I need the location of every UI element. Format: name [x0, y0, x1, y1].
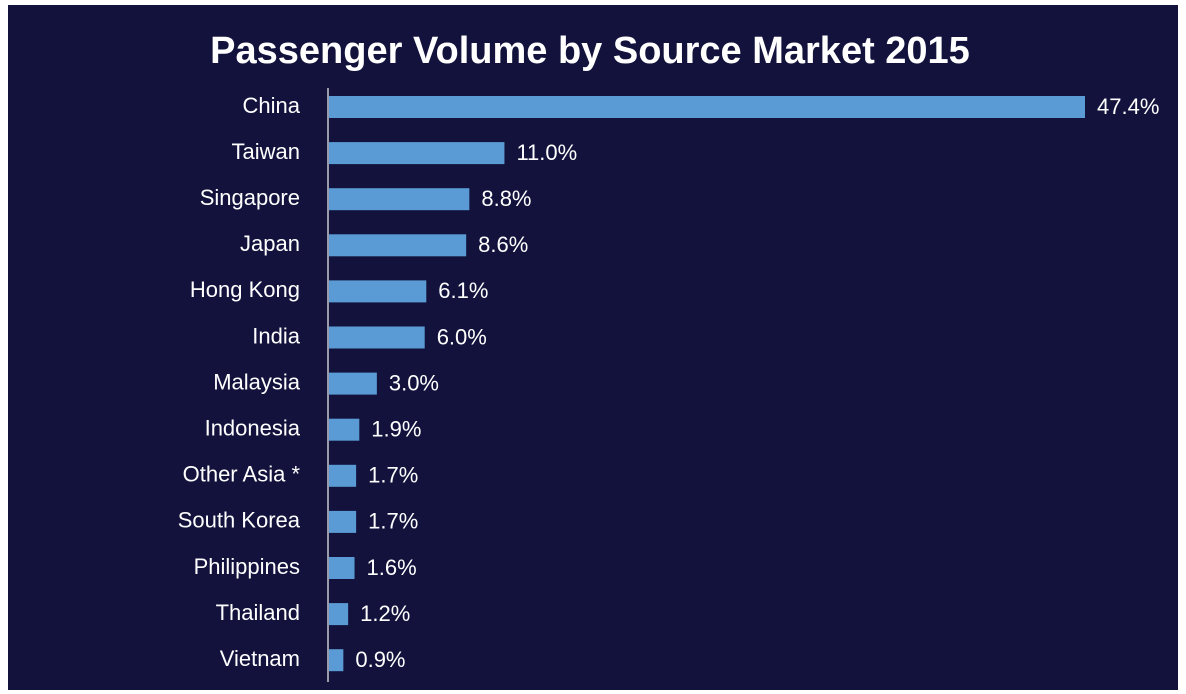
- category-label: Indonesia: [205, 416, 301, 441]
- category-label: Japan: [240, 231, 300, 256]
- bar: [329, 464, 357, 487]
- value-label: 1.2%: [360, 601, 410, 626]
- value-label: 1.9%: [371, 417, 421, 442]
- value-label: 6.0%: [437, 324, 487, 349]
- bar: [329, 372, 377, 395]
- value-label: 8.8%: [481, 186, 531, 211]
- bar: [329, 603, 349, 626]
- category-label: India: [252, 323, 300, 348]
- category-label: Malaysia: [213, 369, 301, 394]
- value-label: 1.7%: [368, 509, 418, 534]
- category-label: Other Asia *: [183, 462, 301, 487]
- category-label: Singapore: [200, 185, 300, 210]
- bar: [329, 188, 470, 211]
- value-label: 0.9%: [355, 647, 405, 672]
- bar: [329, 234, 467, 257]
- category-label: Thailand: [216, 600, 300, 625]
- value-label: 8.6%: [478, 232, 528, 257]
- chart-title: Passenger Volume by Source Market 2015: [210, 30, 970, 72]
- value-label: 1.6%: [367, 555, 417, 580]
- category-label: Philippines: [194, 554, 300, 579]
- chart-background: [8, 5, 1178, 690]
- value-label: 3.0%: [389, 370, 439, 395]
- bar: [329, 280, 427, 303]
- category-label: China: [243, 93, 301, 118]
- category-label: South Korea: [178, 508, 301, 533]
- bar: [329, 96, 1085, 118]
- bar: [329, 510, 357, 533]
- value-label: 6.1%: [438, 278, 488, 303]
- bar: [329, 142, 505, 165]
- bar: [329, 326, 425, 349]
- bar: [329, 557, 355, 579]
- bar: [329, 418, 360, 441]
- category-label: Vietnam: [220, 646, 300, 671]
- value-label: 1.7%: [368, 463, 418, 488]
- value-label: 11.0%: [516, 140, 577, 165]
- value-label: 47.4%: [1097, 94, 1159, 119]
- category-label: Taiwan: [232, 139, 300, 164]
- bar: [329, 649, 344, 672]
- category-label: Hong Kong: [190, 277, 300, 302]
